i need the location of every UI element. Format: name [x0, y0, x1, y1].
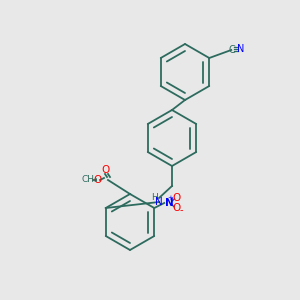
Text: +: +: [167, 195, 173, 201]
Text: N: N: [155, 197, 163, 207]
Text: N: N: [165, 198, 174, 208]
Text: O: O: [102, 165, 110, 175]
Text: -: -: [179, 205, 183, 215]
Text: C: C: [229, 45, 236, 55]
Text: O: O: [172, 203, 180, 213]
Text: O: O: [94, 175, 102, 185]
Text: O: O: [172, 193, 180, 203]
Text: CH₃: CH₃: [82, 176, 98, 184]
Text: N: N: [237, 44, 244, 54]
Text: H: H: [151, 193, 158, 202]
